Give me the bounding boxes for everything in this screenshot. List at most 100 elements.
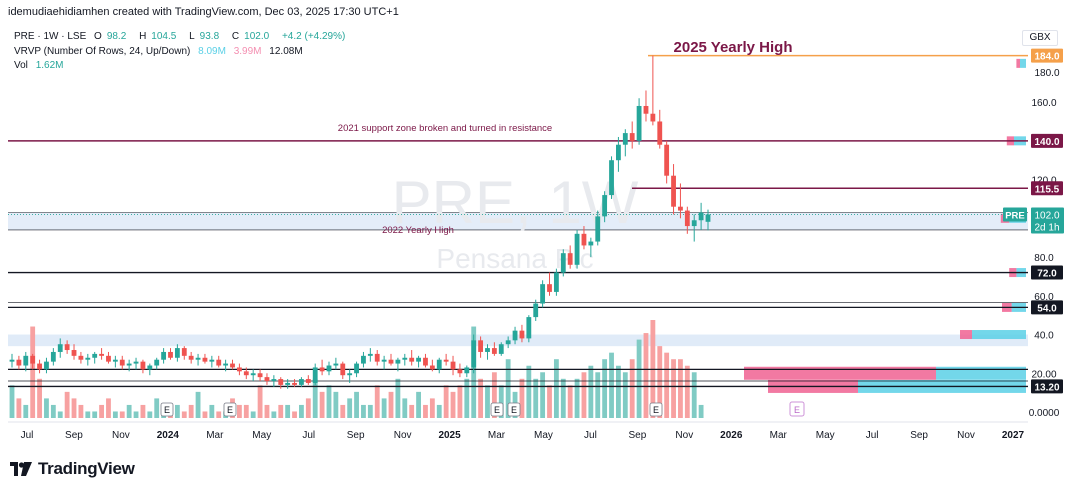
volume-bar	[609, 352, 614, 418]
price-label: 184.0	[1034, 52, 1059, 63]
vrvp-row: VRVP (Number Of Rows, 24, Up/Down) 8.09M…	[14, 45, 350, 60]
candle-body	[23, 355, 29, 366]
vol-label[interactable]: Vol	[14, 60, 28, 71]
vrvp-label[interactable]: VRVP (Number Of Rows, 24, Up/Down)	[14, 45, 191, 57]
volume-bar	[616, 365, 621, 418]
symbol-info[interactable]: PRE · 1W · LSE	[14, 31, 87, 42]
candle-body	[409, 357, 415, 362]
tradingview-logo[interactable]: TradingView	[10, 458, 135, 480]
vp-bar-down	[960, 330, 972, 340]
price-label: 54.0	[1037, 303, 1057, 314]
volume-bar	[147, 411, 153, 418]
candle-body	[416, 357, 421, 362]
candle-body	[147, 365, 153, 370]
x-tick-label: 2027	[1002, 430, 1025, 441]
future-earnings-icon	[789, 401, 805, 417]
candle-body	[181, 348, 187, 356]
candle-body	[567, 253, 573, 265]
candle-body	[347, 373, 353, 376]
volume-bar	[305, 398, 311, 418]
chart-attribution: idemudiaehidiamhen created with TradingV…	[8, 6, 399, 18]
x-tick-label: Mar	[206, 430, 224, 441]
y-tick-label: 80.0	[1034, 253, 1054, 264]
candle-body	[168, 351, 173, 358]
candle-body	[133, 361, 139, 364]
zone-2022-high	[8, 212, 1028, 230]
candle-body	[616, 144, 621, 161]
candle-body	[436, 359, 442, 370]
candle-body	[381, 359, 387, 362]
x-tick-label: Sep	[65, 430, 83, 441]
x-tick-label: 2025	[438, 430, 461, 441]
volume-bar	[416, 391, 421, 418]
volume-bar	[519, 378, 525, 418]
volume-bar	[395, 378, 401, 418]
price-label: 115.5	[1035, 184, 1060, 195]
volume-bar	[57, 411, 63, 418]
volume-bar	[457, 385, 463, 418]
candle-body	[629, 133, 635, 141]
candle-body	[188, 355, 194, 360]
volume-bar	[450, 391, 456, 418]
volume-bar	[643, 333, 649, 418]
candle-body	[374, 353, 380, 362]
candle-body	[464, 367, 470, 374]
volume-bar	[684, 365, 690, 418]
chart-legend: PRE · 1W · LSE O 98.2 H 104.5 L 93.8 C 102.0…	[14, 30, 350, 74]
volume-bar	[92, 411, 98, 418]
zone-40	[8, 334, 1028, 347]
candle-body	[50, 351, 56, 362]
volume-bar	[209, 404, 215, 418]
candle-body	[553, 272, 559, 292]
price-label-box	[1031, 379, 1063, 394]
candle-body	[9, 359, 15, 362]
candle-body	[540, 284, 546, 304]
candle-body	[78, 355, 84, 360]
earnings-icon	[223, 402, 237, 417]
volume-bar	[133, 411, 139, 418]
price-label-box	[1031, 265, 1063, 280]
candle-body	[429, 365, 435, 370]
candle-body	[278, 379, 284, 385]
price-label-box	[1031, 181, 1063, 196]
annotation-2021-zone: 2021 support zone broken and turned in r…	[338, 123, 552, 134]
volume-bar	[374, 385, 380, 418]
candle-body	[333, 363, 339, 366]
volume-bar	[443, 385, 449, 418]
volume-bar	[250, 411, 256, 418]
volume-bar	[574, 378, 580, 418]
volume-bar	[23, 404, 29, 418]
x-tick-label: Sep	[628, 430, 646, 441]
x-tick-label: Jul	[866, 430, 879, 441]
x-tick-label: Jul	[21, 430, 34, 441]
volume-bar	[257, 385, 263, 418]
candle-body	[71, 350, 77, 356]
candle-body	[30, 355, 36, 364]
volume-bar	[271, 411, 277, 418]
x-tick-label: Nov	[394, 430, 412, 441]
candle-body	[236, 367, 242, 372]
open-value: 98.2	[106, 31, 127, 42]
volume-bar	[216, 411, 222, 418]
earnings-icon	[160, 402, 174, 417]
currency-button[interactable]: GBX	[1022, 30, 1058, 46]
candle-body	[140, 361, 146, 370]
y-tick-label: 40.0	[1034, 331, 1054, 342]
candle-body	[106, 355, 111, 362]
annotation-2025-high: 2025 Yearly High	[674, 39, 793, 56]
volume-bar	[112, 411, 118, 418]
candle-body	[698, 212, 704, 221]
volume-bar	[533, 378, 539, 418]
candle-body	[361, 355, 366, 364]
volume-bar	[174, 404, 180, 418]
volume-bar	[44, 398, 49, 418]
tradingview-logo-icon	[10, 462, 32, 476]
candle-body	[99, 353, 104, 356]
volume-bar	[581, 372, 587, 418]
x-tick-label: Jul	[584, 430, 597, 441]
annotation-2022-high: 2022 Yearly High	[382, 225, 454, 236]
candle-body	[230, 363, 235, 368]
candle-body	[243, 371, 249, 376]
candle-body	[395, 359, 401, 364]
